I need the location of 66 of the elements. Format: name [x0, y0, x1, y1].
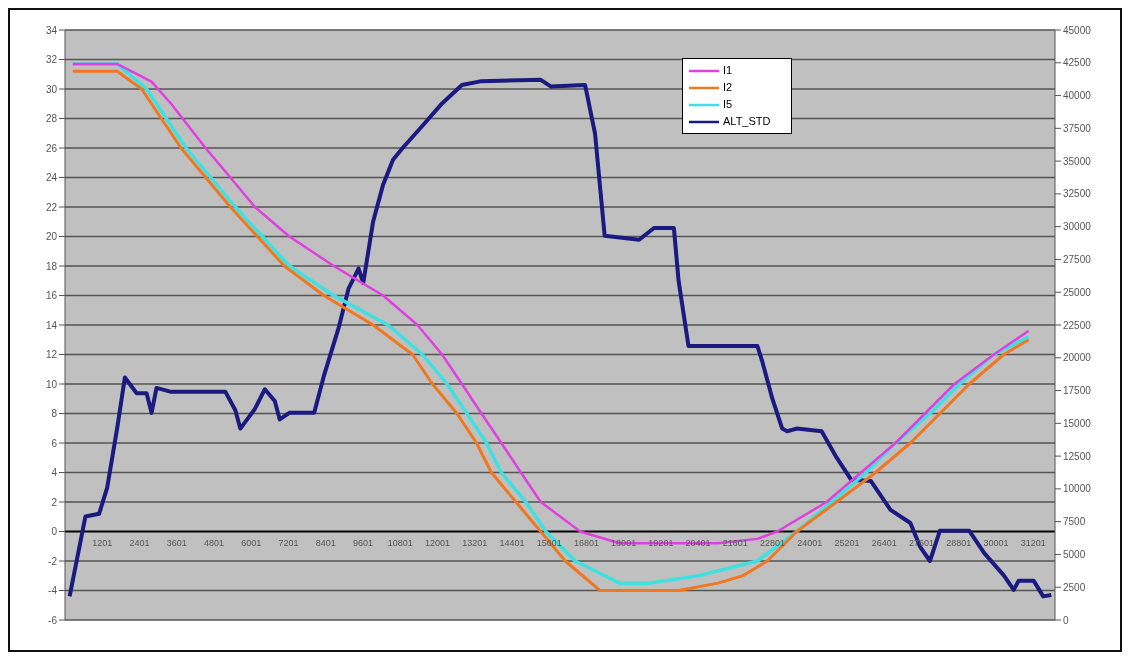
y2-tick-label: 10000 — [1063, 483, 1092, 495]
y-tick-label: 24 — [45, 172, 58, 184]
y-tick-label: 26 — [45, 142, 58, 154]
legend-label: I2 — [723, 80, 733, 95]
y-tick-label: 16 — [45, 290, 58, 302]
y-tick-label: 30 — [45, 83, 58, 95]
y2-tick-label: 17500 — [1063, 385, 1092, 397]
y-tick-label: 18 — [45, 260, 58, 272]
y2-tick-label: 20000 — [1063, 352, 1092, 364]
x-tick-label: 16801 — [573, 537, 599, 548]
x-tick-label: 30001 — [983, 537, 1009, 548]
y-tick-label: 4 — [51, 467, 58, 479]
x-tick-label: 8401 — [315, 537, 336, 548]
y-tick-label: -2 — [48, 555, 58, 567]
legend-label: I1 — [723, 63, 733, 78]
x-tick-label: 18001 — [611, 537, 637, 548]
y2-tick-label: 42500 — [1063, 57, 1092, 69]
legend-label: ALT_STD — [723, 114, 771, 129]
x-tick-label: 26401 — [871, 537, 897, 548]
x-tick-label: 19201 — [648, 537, 674, 548]
y2-tick-label: 35000 — [1063, 155, 1092, 167]
y2-tick-label: 27500 — [1063, 253, 1092, 265]
y-tick-label: 28 — [45, 113, 58, 125]
y2-tick-label: 30000 — [1063, 221, 1092, 233]
y2-tick-label: 25000 — [1063, 286, 1092, 298]
y-tick-label: 34 — [45, 24, 58, 36]
y2-tick-label: 5000 — [1063, 548, 1086, 560]
y-tick-label: 14 — [45, 319, 58, 331]
y-tick-label: 20 — [45, 231, 58, 243]
x-tick-label: 24001 — [797, 537, 823, 548]
y2-tick-label: 40000 — [1063, 90, 1092, 102]
y-tick-label: -6 — [48, 614, 58, 626]
x-tick-label: 4801 — [203, 537, 224, 548]
y2-tick-label: 22500 — [1063, 319, 1092, 331]
x-tick-label: 25201 — [834, 537, 860, 548]
y-tick-label: 8 — [51, 408, 58, 420]
y2-tick-label: 15000 — [1063, 417, 1092, 429]
y2-tick-label: 32500 — [1063, 188, 1092, 200]
y2-tick-label: 2500 — [1063, 581, 1086, 593]
legend-label: I5 — [723, 97, 733, 112]
x-tick-label: 7201 — [278, 537, 299, 548]
x-tick-label: 28801 — [946, 537, 972, 548]
x-tick-label: 3601 — [166, 537, 187, 548]
x-tick-label: 14401 — [499, 537, 525, 548]
x-tick-label: 20401 — [685, 537, 711, 548]
y-tick-label: 12 — [45, 349, 58, 361]
y-tick-label: 6 — [51, 437, 58, 449]
y2-tick-label: 12500 — [1063, 450, 1092, 462]
x-tick-label: 13201 — [462, 537, 488, 548]
y-tick-label: 22 — [45, 201, 58, 213]
y-tick-label: 0 — [51, 526, 58, 538]
y2-tick-label: 45000 — [1063, 24, 1092, 36]
x-tick-label: 2401 — [129, 537, 150, 548]
x-tick-label: 1201 — [92, 537, 113, 548]
x-tick-label: 6001 — [241, 537, 262, 548]
x-tick-label: 31201 — [1020, 537, 1046, 548]
x-tick-label: 10801 — [387, 537, 413, 548]
y2-tick-label: 37500 — [1063, 122, 1092, 134]
y-tick-label: 2 — [51, 496, 58, 508]
y2-tick-label: 7500 — [1063, 516, 1086, 528]
y-tick-label: 10 — [45, 378, 58, 390]
x-tick-label: 12001 — [424, 537, 450, 548]
y-tick-label: 32 — [45, 54, 58, 66]
x-tick-label: 9601 — [352, 537, 373, 548]
y-tick-label: -4 — [48, 585, 58, 597]
y2-tick-label: 0 — [1063, 614, 1069, 626]
